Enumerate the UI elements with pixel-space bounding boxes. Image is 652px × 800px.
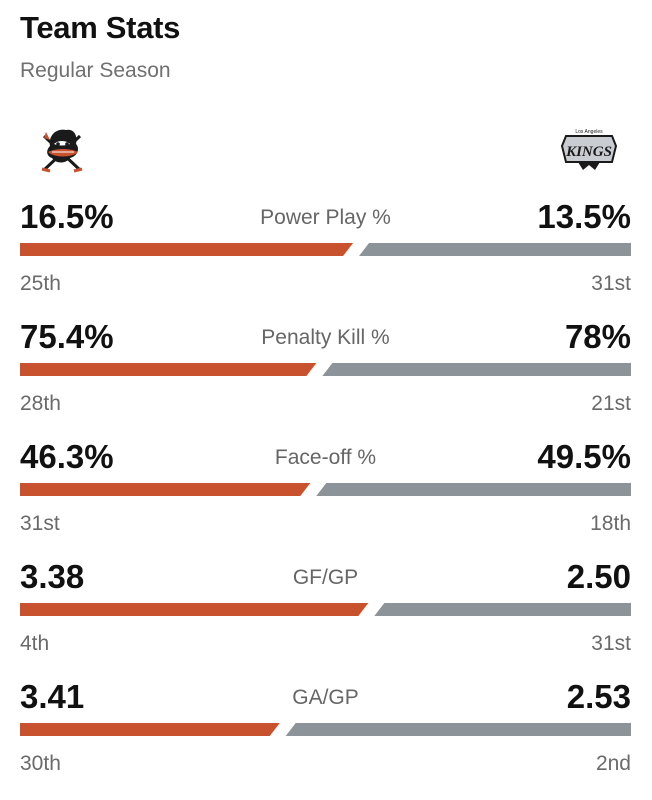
stat-row-penalty-kill: 75.4% Penalty Kill % 78% 28th 21st (20, 317, 631, 437)
away-stat-rank: 31st (591, 632, 631, 655)
comparison-bar (20, 363, 631, 376)
away-share-bar (322, 363, 631, 376)
away-stat-rank: 18th (590, 512, 631, 535)
la-kings-logo-text: KINGS (565, 144, 612, 160)
home-share-bar (20, 363, 317, 376)
stat-row-gf-gp: 3.38 GF/GP 2.50 4th 31st (20, 557, 631, 677)
la-kings-logo-small-text: Los Angeles (575, 129, 603, 135)
stat-row-ga-gp: 3.41 GA/GP 2.53 30th 2nd (20, 677, 631, 797)
home-stat-value: 3.38 (20, 558, 85, 595)
stat-row-face-off: 46.3% Face-off % 49.5% 31st 18th (20, 437, 631, 557)
home-stat-value: 3.41 (20, 678, 85, 715)
stat-row-power-play: 16.5% Power Play % 13.5% 25th 31st (20, 197, 631, 317)
away-stat-value: 78% (564, 318, 631, 355)
stat-label: Face-off % (274, 446, 377, 469)
away-share-bar (285, 723, 631, 736)
home-stat-value: 46.3% (20, 438, 114, 475)
home-stat-value: 16.5% (20, 198, 114, 235)
away-share-bar (316, 483, 631, 496)
away-stat-rank: 21st (591, 392, 631, 415)
page-title: Team Stats (20, 10, 181, 45)
home-stat-value: 75.4% (20, 318, 114, 355)
stat-label: GF/GP (292, 566, 359, 589)
away-stat-value: 2.50 (566, 558, 631, 595)
stat-label: GA/GP (292, 686, 359, 709)
anaheim-ducks-logo (36, 124, 88, 176)
comparison-bar (20, 603, 631, 616)
away-stat-rank: 2nd (595, 752, 631, 775)
home-stat-rank: 28th (20, 392, 61, 415)
away-stat-value: 49.5% (537, 438, 631, 475)
comparison-bar (20, 483, 631, 496)
home-share-bar (20, 483, 311, 496)
comparison-bar (20, 243, 631, 256)
away-share-bar (359, 243, 631, 256)
away-stat-value: 2.53 (566, 678, 631, 715)
home-stat-rank: 31st (20, 512, 60, 535)
la-kings-logo: KINGS Los Angeles (556, 126, 622, 172)
stat-label: Penalty Kill % (261, 326, 390, 349)
stat-label: Power Play % (260, 206, 391, 229)
page-subtitle: Regular Season (20, 59, 171, 82)
home-share-bar (20, 603, 369, 616)
comparison-bar (20, 723, 631, 736)
home-stat-rank: 4th (20, 632, 50, 655)
away-share-bar (374, 603, 631, 616)
home-stat-rank: 30th (20, 752, 61, 775)
home-share-bar (20, 243, 354, 256)
home-share-bar (20, 723, 280, 736)
away-stat-rank: 31st (591, 272, 631, 295)
home-stat-rank: 25th (20, 272, 61, 295)
away-stat-value: 13.5% (537, 198, 631, 235)
